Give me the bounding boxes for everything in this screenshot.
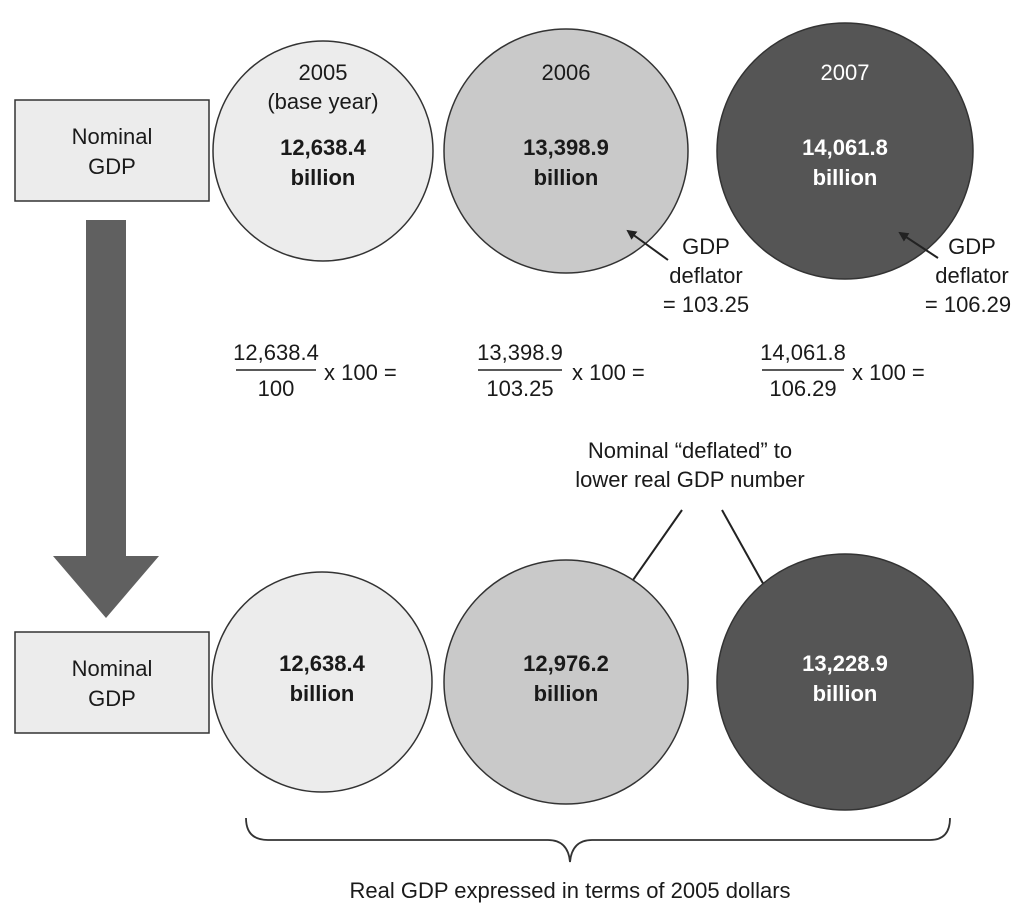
deflator-2006-line2: deflator [669,263,742,288]
real-2006-value: 12,976.2 [523,651,609,676]
deflator-2007-line1: GDP [948,234,996,259]
circle-2005-real: 12,638.4 billion [211,571,433,793]
deflated-note-line1: Nominal “deflated” to [588,438,792,463]
formula-2006: 13,398.9 103.25 x 100 = [477,340,645,401]
circle-2007-real: 13,228.9 billion [716,553,974,811]
nominal-gdp-box-bottom: Nominal GDP [14,631,210,734]
circle-2006-nominal: 2006 13,398.9 billion [443,28,689,274]
bracket-brace [245,817,951,863]
circle-2005-nominal: 2005 (base year) 12,638.4 billion [212,40,434,262]
formula-2006-denominator: 103.25 [486,376,553,401]
circle-2006-unit: billion [534,165,599,190]
circle-2005-unit: billion [291,165,356,190]
real-2007-value: 13,228.9 [802,651,888,676]
circle-2006-year: 2006 [542,60,591,85]
deflator-2007-line2: deflator [935,263,1008,288]
nominal-gdp-box-bottom-line1: Nominal [72,656,153,681]
deflator-2006-line1: GDP [682,234,730,259]
circle-2005-subtitle: (base year) [267,89,378,114]
nominal-gdp-box-top: Nominal GDP [14,99,210,202]
real-2006-unit: billion [534,681,599,706]
formula-2005-numerator: 12,638.4 [233,340,319,365]
circle-2006-real: 12,976.2 billion [443,559,689,805]
real-2005-value: 12,638.4 [279,651,365,676]
formula-2006-tail: x 100 = [572,360,645,385]
nominal-gdp-box-top-line2: GDP [88,154,136,179]
deflator-2007-arrow [898,231,939,259]
real-2005-unit: billion [290,681,355,706]
circle-2007-year: 2007 [821,60,870,85]
formula-2005: 12,638.4 100 x 100 = [233,340,397,401]
deflated-note-line2: lower real GDP number [575,467,804,492]
deflator-2006-arrow [626,229,669,261]
formula-2007-denominator: 106.29 [769,376,836,401]
circle-2005-value: 12,638.4 [280,135,366,160]
nominal-gdp-box-top-line1: Nominal [72,124,153,149]
deflator-2006-line3: = 103.25 [663,292,749,317]
formula-2007: 14,061.8 106.29 x 100 = [760,340,925,401]
formula-2007-numerator: 14,061.8 [760,340,846,365]
formula-2007-tail: x 100 = [852,360,925,385]
circle-2005-year: 2005 [299,60,348,85]
nominal-gdp-box-bottom-line2: GDP [88,686,136,711]
circle-2007-value: 14,061.8 [802,135,888,160]
circle-2006-value: 13,398.9 [523,135,609,160]
formula-2005-denominator: 100 [258,376,295,401]
real-2007-unit: billion [813,681,878,706]
circle-2007-nominal: 2007 14,061.8 billion [716,22,974,280]
formula-2006-numerator: 13,398.9 [477,340,563,365]
deflator-2007-line3: = 106.29 [925,292,1011,317]
brace-caption: Real GDP expressed in terms of 2005 doll… [349,878,790,903]
circle-2007-unit: billion [813,165,878,190]
big-down-arrow [53,220,159,618]
formula-2005-tail: x 100 = [324,360,397,385]
